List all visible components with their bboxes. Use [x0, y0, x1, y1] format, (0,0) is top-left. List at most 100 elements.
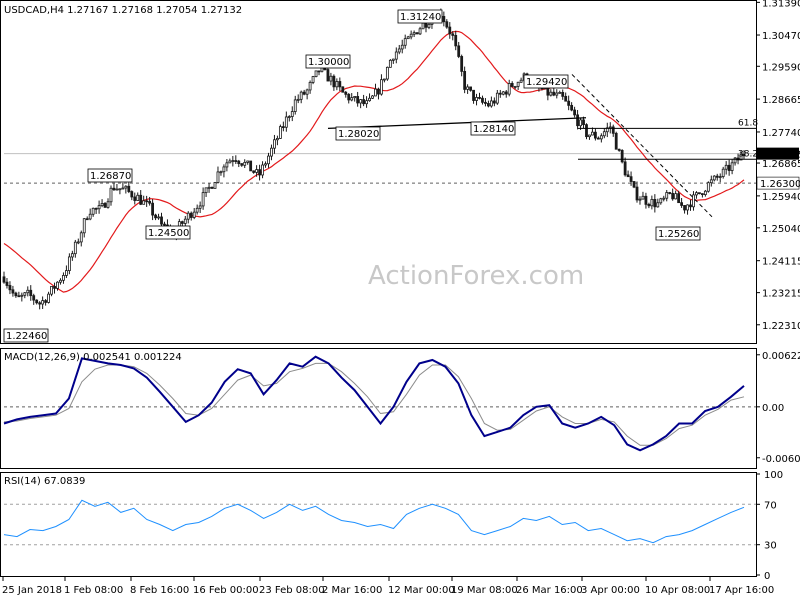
candle-body	[659, 198, 663, 204]
price-tick-label: 1.30470	[762, 31, 800, 42]
rsi-lines	[3, 499, 756, 546]
moving-average-line	[3, 30, 745, 293]
time-axis: 25 Jan 2018 1 Feb 08:00 8 Feb 16:00 16 Feb …	[2, 577, 774, 596]
price-annotation-box	[397, 9, 443, 24]
price-annotation-label: 1.24500	[148, 228, 189, 239]
candle-body	[683, 205, 686, 211]
candle-body	[195, 207, 199, 213]
time-tick-label: 23 Feb 08:00	[259, 585, 325, 596]
candle-body	[368, 97, 371, 102]
candle-body	[588, 134, 591, 138]
candle-body	[213, 182, 217, 189]
candle-body	[139, 194, 143, 205]
candle-body	[219, 171, 223, 174]
price-tick-label: 1.27740	[762, 128, 800, 139]
candle-body	[406, 36, 410, 40]
candle-body	[243, 161, 247, 166]
price-tick-label: 1.25940	[762, 192, 800, 203]
candle-body	[204, 187, 208, 194]
candle-body	[62, 275, 65, 281]
candle-body	[130, 191, 134, 198]
candle-body	[210, 186, 214, 189]
candle-body	[127, 185, 131, 192]
candle-body	[706, 182, 710, 192]
candle-body	[377, 88, 380, 95]
candle-body	[644, 195, 648, 205]
price-tick-label: 1.29590	[762, 62, 800, 73]
candle-body	[91, 207, 95, 215]
candle-body	[276, 138, 279, 141]
candle-body	[504, 91, 508, 95]
candle-body	[495, 92, 499, 104]
price-annotation-box	[335, 126, 381, 141]
rsi-line	[3, 499, 745, 544]
candle-body	[353, 96, 357, 99]
candle-body	[246, 160, 250, 163]
current-price-label: 1.27132	[760, 150, 800, 161]
time-tick-label: 12 Mar 00:00	[388, 585, 455, 596]
candle-body	[418, 28, 422, 35]
candle-body	[11, 289, 15, 294]
candle-body	[5, 281, 9, 286]
price-annotation-label: 1.22460	[6, 331, 47, 342]
candle-body	[65, 270, 68, 276]
candle-body	[59, 279, 62, 283]
candle-body	[258, 169, 261, 176]
candle-body	[635, 186, 639, 201]
candle-body	[374, 88, 377, 97]
current-price-box	[757, 147, 799, 160]
candle-body	[88, 213, 92, 220]
candle-body	[234, 160, 238, 162]
price-tick-label: 1.22310	[762, 321, 800, 332]
candle-body	[388, 59, 392, 68]
candle-body	[192, 211, 196, 218]
candle-body	[457, 45, 461, 57]
macd-panel-frame	[0, 348, 757, 469]
candle-body	[487, 103, 490, 107]
candle-body	[507, 83, 511, 95]
candle-body	[579, 119, 582, 127]
macd-panel-title: MACD(12,26,9) 0.002541 0.001224	[4, 352, 182, 363]
candle-body	[41, 300, 45, 305]
candle-body	[148, 200, 152, 204]
candle-body	[329, 75, 333, 82]
candle-body	[281, 126, 285, 129]
candle-body	[240, 163, 244, 166]
candle-body	[365, 100, 368, 105]
candle-body	[198, 205, 202, 209]
candle-body	[23, 292, 27, 296]
candle-body	[290, 111, 294, 117]
candle-body	[350, 97, 354, 101]
candle-body	[596, 137, 600, 140]
candle-body	[189, 212, 193, 218]
fib-level-label: 38.2	[738, 149, 758, 159]
candle-body	[82, 218, 86, 234]
candle-body	[267, 155, 270, 165]
candle-body	[252, 170, 256, 173]
candle-body	[475, 97, 478, 101]
candle-body	[44, 300, 48, 303]
candle-body	[287, 116, 291, 118]
candle-body	[326, 69, 330, 82]
candle-body	[160, 216, 163, 225]
macd-tick-label: 0.00	[762, 403, 784, 414]
candle-body	[157, 216, 160, 219]
candle-body	[380, 79, 383, 95]
candle-body	[8, 285, 12, 291]
price-annotation-label: 1.29420	[526, 77, 567, 88]
rsi-panel-title: RSI(14) 67.0839	[4, 476, 85, 487]
candle-body	[647, 203, 651, 207]
candle-body	[100, 203, 104, 207]
candle-body	[513, 85, 517, 88]
candle-body	[629, 176, 633, 182]
candle-body	[284, 116, 288, 128]
candle-body	[47, 293, 50, 303]
candle-body	[695, 192, 698, 196]
candle-body	[186, 212, 190, 220]
candle-body	[489, 100, 493, 107]
candle-body	[296, 98, 300, 101]
rsi-tick-label: 30	[764, 541, 777, 552]
candle-body	[638, 198, 642, 201]
candle-body	[97, 205, 101, 210]
price-tick-label: 1.31390	[762, 0, 800, 9]
